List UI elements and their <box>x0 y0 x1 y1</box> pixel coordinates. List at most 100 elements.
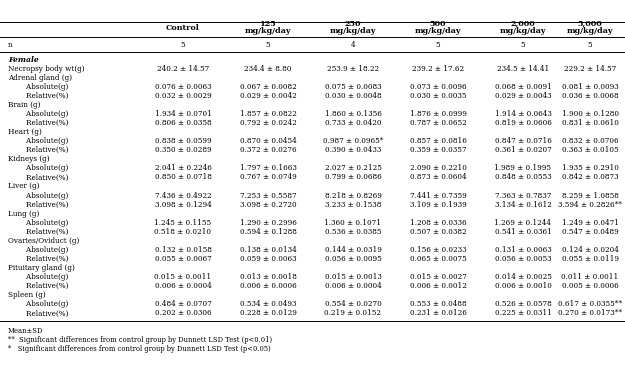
Text: 0.073 ± 0.0096: 0.073 ± 0.0096 <box>410 83 466 91</box>
Text: 0.219 ± 0.0152: 0.219 ± 0.0152 <box>324 310 381 318</box>
Text: 0.870 ± 0.0454: 0.870 ± 0.0454 <box>239 137 296 145</box>
Text: 0.156 ± 0.0233: 0.156 ± 0.0233 <box>410 246 466 254</box>
Text: 0.484 ± 0.0707: 0.484 ± 0.0707 <box>154 301 211 308</box>
Text: 8.259 ± 1.0858: 8.259 ± 1.0858 <box>562 192 619 200</box>
Text: 0.030 ± 0.0048: 0.030 ± 0.0048 <box>325 92 381 100</box>
Text: Relative(%): Relative(%) <box>8 119 69 127</box>
Text: Pituitary gland (g): Pituitary gland (g) <box>8 264 75 272</box>
Text: 234.5 ± 14.41: 234.5 ± 14.41 <box>497 65 549 73</box>
Text: 0.850 ± 0.0718: 0.850 ± 0.0718 <box>154 174 211 181</box>
Text: 0.131 ± 0.0063: 0.131 ± 0.0063 <box>494 246 551 254</box>
Text: 1.860 ± 0.1356: 1.860 ± 0.1356 <box>324 110 381 118</box>
Text: 3.109 ± 0.1939: 3.109 ± 0.1939 <box>409 201 466 209</box>
Text: 0.067 ± 0.0082: 0.067 ± 0.0082 <box>239 83 296 91</box>
Text: 0.553 ± 0.0488: 0.553 ± 0.0488 <box>410 301 466 308</box>
Text: 0.526 ± 0.0578: 0.526 ± 0.0578 <box>494 301 551 308</box>
Text: Spleen (g): Spleen (g) <box>8 291 46 299</box>
Text: mg/kg/day: mg/kg/day <box>415 27 461 35</box>
Text: 0.806 ± 0.0358: 0.806 ± 0.0358 <box>155 119 211 127</box>
Text: Absolute(g): Absolute(g) <box>8 219 68 227</box>
Text: mg/kg/day: mg/kg/day <box>330 27 376 35</box>
Text: Absolute(g): Absolute(g) <box>8 110 68 118</box>
Text: 5: 5 <box>588 41 592 49</box>
Text: 0.799 ± 0.0686: 0.799 ± 0.0686 <box>324 174 381 181</box>
Text: 1.934 ± 0.0701: 1.934 ± 0.0701 <box>154 110 211 118</box>
Text: Control: Control <box>166 24 200 32</box>
Text: 0.011 ± 0.0011: 0.011 ± 0.0011 <box>561 273 619 281</box>
Text: Adrenal gland (g): Adrenal gland (g) <box>8 74 72 82</box>
Text: 0.847 ± 0.0716: 0.847 ± 0.0716 <box>494 137 551 145</box>
Text: 239.2 ± 17.62: 239.2 ± 17.62 <box>412 65 464 73</box>
Text: 1.249 ± 0.0471: 1.249 ± 0.0471 <box>561 219 619 227</box>
Text: 0.534 ± 0.0493: 0.534 ± 0.0493 <box>240 301 296 308</box>
Text: 0.848 ± 0.0553: 0.848 ± 0.0553 <box>495 174 551 181</box>
Text: 2.041 ± 0.2246: 2.041 ± 0.2246 <box>154 164 211 172</box>
Text: n: n <box>8 41 12 49</box>
Text: 0.005 ± 0.0006: 0.005 ± 0.0006 <box>562 282 618 290</box>
Text: Relative(%): Relative(%) <box>8 255 69 263</box>
Text: 0.032 ± 0.0029: 0.032 ± 0.0029 <box>155 92 211 100</box>
Text: 1.797 ± 0.1663: 1.797 ± 0.1663 <box>239 164 296 172</box>
Text: 229.2 ± 14.57: 229.2 ± 14.57 <box>564 65 616 73</box>
Text: Absolute(g): Absolute(g) <box>8 273 68 281</box>
Text: 0.787 ± 0.0652: 0.787 ± 0.0652 <box>409 119 466 127</box>
Text: Kidneys (g): Kidneys (g) <box>8 155 49 163</box>
Text: 0.068 ± 0.0091: 0.068 ± 0.0091 <box>494 83 551 91</box>
Text: 2.027 ± 0.2125: 2.027 ± 0.2125 <box>324 164 381 172</box>
Text: 0.006 ± 0.0006: 0.006 ± 0.0006 <box>239 282 296 290</box>
Text: 2.090 ± 0.2210: 2.090 ± 0.2210 <box>409 164 466 172</box>
Text: 0.006 ± 0.0004: 0.006 ± 0.0004 <box>324 282 381 290</box>
Text: 5: 5 <box>181 41 186 49</box>
Text: 1.857 ± 0.0822: 1.857 ± 0.0822 <box>239 110 296 118</box>
Text: 0.819 ± 0.0606: 0.819 ± 0.0606 <box>494 119 551 127</box>
Text: 250: 250 <box>345 20 361 28</box>
Text: 0.014 ± 0.0025: 0.014 ± 0.0025 <box>494 273 551 281</box>
Text: 0.015 ± 0.0027: 0.015 ± 0.0027 <box>409 273 466 281</box>
Text: mg/kg/day: mg/kg/day <box>245 27 291 35</box>
Text: 8.218 ± 0.8269: 8.218 ± 0.8269 <box>324 192 381 200</box>
Text: 0.733 ± 0.0420: 0.733 ± 0.0420 <box>325 119 381 127</box>
Text: 0.832 ± 0.0706: 0.832 ± 0.0706 <box>562 137 618 145</box>
Text: 5: 5 <box>266 41 270 49</box>
Text: mg/kg/day: mg/kg/day <box>500 27 546 35</box>
Text: 0.228 ± 0.0129: 0.228 ± 0.0129 <box>239 310 296 318</box>
Text: Relative(%): Relative(%) <box>8 146 69 154</box>
Text: 0.006 ± 0.0012: 0.006 ± 0.0012 <box>409 282 466 290</box>
Text: 0.359 ± 0.0357: 0.359 ± 0.0357 <box>410 146 466 154</box>
Text: 1.290 ± 0.2996: 1.290 ± 0.2996 <box>239 219 296 227</box>
Text: 0.225 ± 0.0311: 0.225 ± 0.0311 <box>494 310 551 318</box>
Text: 1.914 ± 0.0643: 1.914 ± 0.0643 <box>494 110 551 118</box>
Text: 1.269 ± 0.1244: 1.269 ± 0.1244 <box>494 219 551 227</box>
Text: Absolute(g): Absolute(g) <box>8 83 68 91</box>
Text: 0.361 ± 0.0207: 0.361 ± 0.0207 <box>494 146 551 154</box>
Text: 0.124 ± 0.0204: 0.124 ± 0.0204 <box>562 246 619 254</box>
Text: 0.056 ± 0.0053: 0.056 ± 0.0053 <box>495 255 551 263</box>
Text: 0.594 ± 0.1288: 0.594 ± 0.1288 <box>239 228 296 236</box>
Text: 0.056 ± 0.0095: 0.056 ± 0.0095 <box>324 255 381 263</box>
Text: 0.029 ± 0.0043: 0.029 ± 0.0043 <box>495 92 551 100</box>
Text: Relative(%): Relative(%) <box>8 282 69 290</box>
Text: 0.132 ± 0.0158: 0.132 ± 0.0158 <box>154 246 211 254</box>
Text: 0.554 ± 0.0270: 0.554 ± 0.0270 <box>324 301 381 308</box>
Text: mg/kg/day: mg/kg/day <box>567 27 613 35</box>
Text: 3.098 ± 0.2720: 3.098 ± 0.2720 <box>240 201 296 209</box>
Text: 240.2 ± 14.57: 240.2 ± 14.57 <box>157 65 209 73</box>
Text: 0.029 ± 0.0042: 0.029 ± 0.0042 <box>239 92 296 100</box>
Text: 0.138 ± 0.0134: 0.138 ± 0.0134 <box>239 246 296 254</box>
Text: 1.989 ± 0.1995: 1.989 ± 0.1995 <box>494 164 551 172</box>
Text: 0.842 ± 0.0873: 0.842 ± 0.0873 <box>562 174 618 181</box>
Text: Absolute(g): Absolute(g) <box>8 137 68 145</box>
Text: Relative(%): Relative(%) <box>8 228 69 236</box>
Text: Absolute(g): Absolute(g) <box>8 164 68 172</box>
Text: 0.857 ± 0.0816: 0.857 ± 0.0816 <box>409 137 466 145</box>
Text: Brain (g): Brain (g) <box>8 101 41 109</box>
Text: Lung (g): Lung (g) <box>8 210 39 218</box>
Text: 0.006 ± 0.0010: 0.006 ± 0.0010 <box>494 282 551 290</box>
Text: 0.065 ± 0.0075: 0.065 ± 0.0075 <box>409 255 466 263</box>
Text: 0.536 ± 0.0385: 0.536 ± 0.0385 <box>325 228 381 236</box>
Text: 0.873 ± 0.0604: 0.873 ± 0.0604 <box>410 174 466 181</box>
Text: 0.006 ± 0.0004: 0.006 ± 0.0004 <box>154 282 211 290</box>
Text: 0.518 ± 0.0210: 0.518 ± 0.0210 <box>154 228 211 236</box>
Text: 0.350 ± 0.0289: 0.350 ± 0.0289 <box>155 146 211 154</box>
Text: 0.015 ± 0.0013: 0.015 ± 0.0013 <box>324 273 381 281</box>
